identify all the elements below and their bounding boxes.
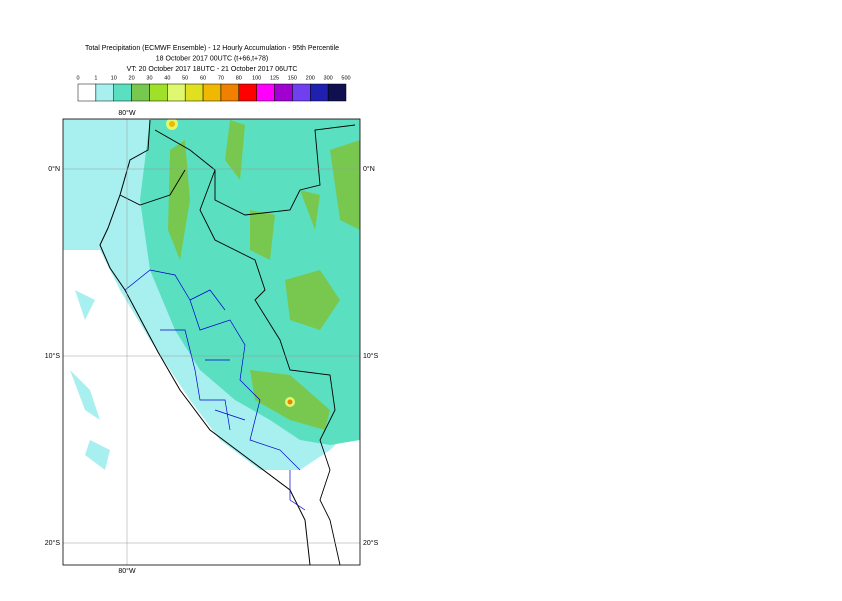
country-border xyxy=(119,124,356,565)
legend-swatch xyxy=(131,83,150,102)
moderate-rain-patch xyxy=(168,120,360,430)
rain-peak-core xyxy=(169,121,175,127)
rain-peak-core xyxy=(287,399,293,405)
legend-swatch xyxy=(113,83,132,102)
legend-label: 50 xyxy=(182,75,188,81)
legend-swatch xyxy=(167,83,186,102)
lat-label: 0°N xyxy=(363,165,375,173)
legend-swatch xyxy=(184,83,204,102)
legend: 0 1 10 20 30 40 50 60 70 80 100 125 150 200 300 500 xyxy=(76,75,351,102)
legend-swatch xyxy=(256,83,275,102)
legend-label: 80 xyxy=(236,75,242,81)
legend-label: 100 xyxy=(252,75,261,81)
ocean-drizzle xyxy=(63,119,110,240)
lat-label: 20°S xyxy=(363,539,379,547)
legend-swatch xyxy=(310,83,329,102)
legend-label: 500 xyxy=(341,75,350,81)
lat-label: 0°N xyxy=(48,165,60,173)
legend-swatch xyxy=(202,83,222,102)
legend-label: 150 xyxy=(288,75,297,81)
region-border xyxy=(124,269,306,511)
map-area xyxy=(63,119,360,565)
legend-label: 60 xyxy=(200,75,206,81)
legend-label: 200 xyxy=(306,75,315,81)
legend-label: 20 xyxy=(129,75,135,81)
lat-label: 20°S xyxy=(45,539,61,547)
lon-label: 80°W xyxy=(118,567,136,575)
legend-swatch xyxy=(220,83,240,102)
legend-label: 0 xyxy=(76,75,79,81)
lat-label: 10°S xyxy=(45,352,61,360)
title-block: Total Precipitation (ECMWF Ensemble) - 1… xyxy=(85,45,339,73)
legend-swatch xyxy=(274,83,293,102)
legend-label: 300 xyxy=(324,75,333,81)
legend-swatch xyxy=(238,83,257,102)
title-line: Total Precipitation (ECMWF Ensemble) - 1… xyxy=(85,45,339,52)
legend-label: 125 xyxy=(270,75,279,81)
legend-label: 30 xyxy=(146,75,152,81)
title-line: VT: 20 October 2017 18UTC - 21 October 2… xyxy=(127,66,298,73)
legend-swatch xyxy=(95,83,114,102)
legend-label: 10 xyxy=(111,75,117,81)
legend-swatch xyxy=(327,83,347,102)
legend-swatch xyxy=(149,83,168,102)
legend-swatch xyxy=(77,83,97,102)
legend-label: 1 xyxy=(94,75,97,81)
lat-label: 10°S xyxy=(363,352,379,360)
legend-label: 70 xyxy=(218,75,224,81)
legend-label: 40 xyxy=(164,75,170,81)
lon-label: 80°W xyxy=(118,109,136,117)
legend-swatch xyxy=(292,83,311,102)
title-line: 18 October 2017 00UTC (t+66,t+78) xyxy=(156,55,268,62)
coastline xyxy=(99,119,311,565)
map-frame xyxy=(62,118,361,566)
ocean-patch xyxy=(70,290,110,470)
